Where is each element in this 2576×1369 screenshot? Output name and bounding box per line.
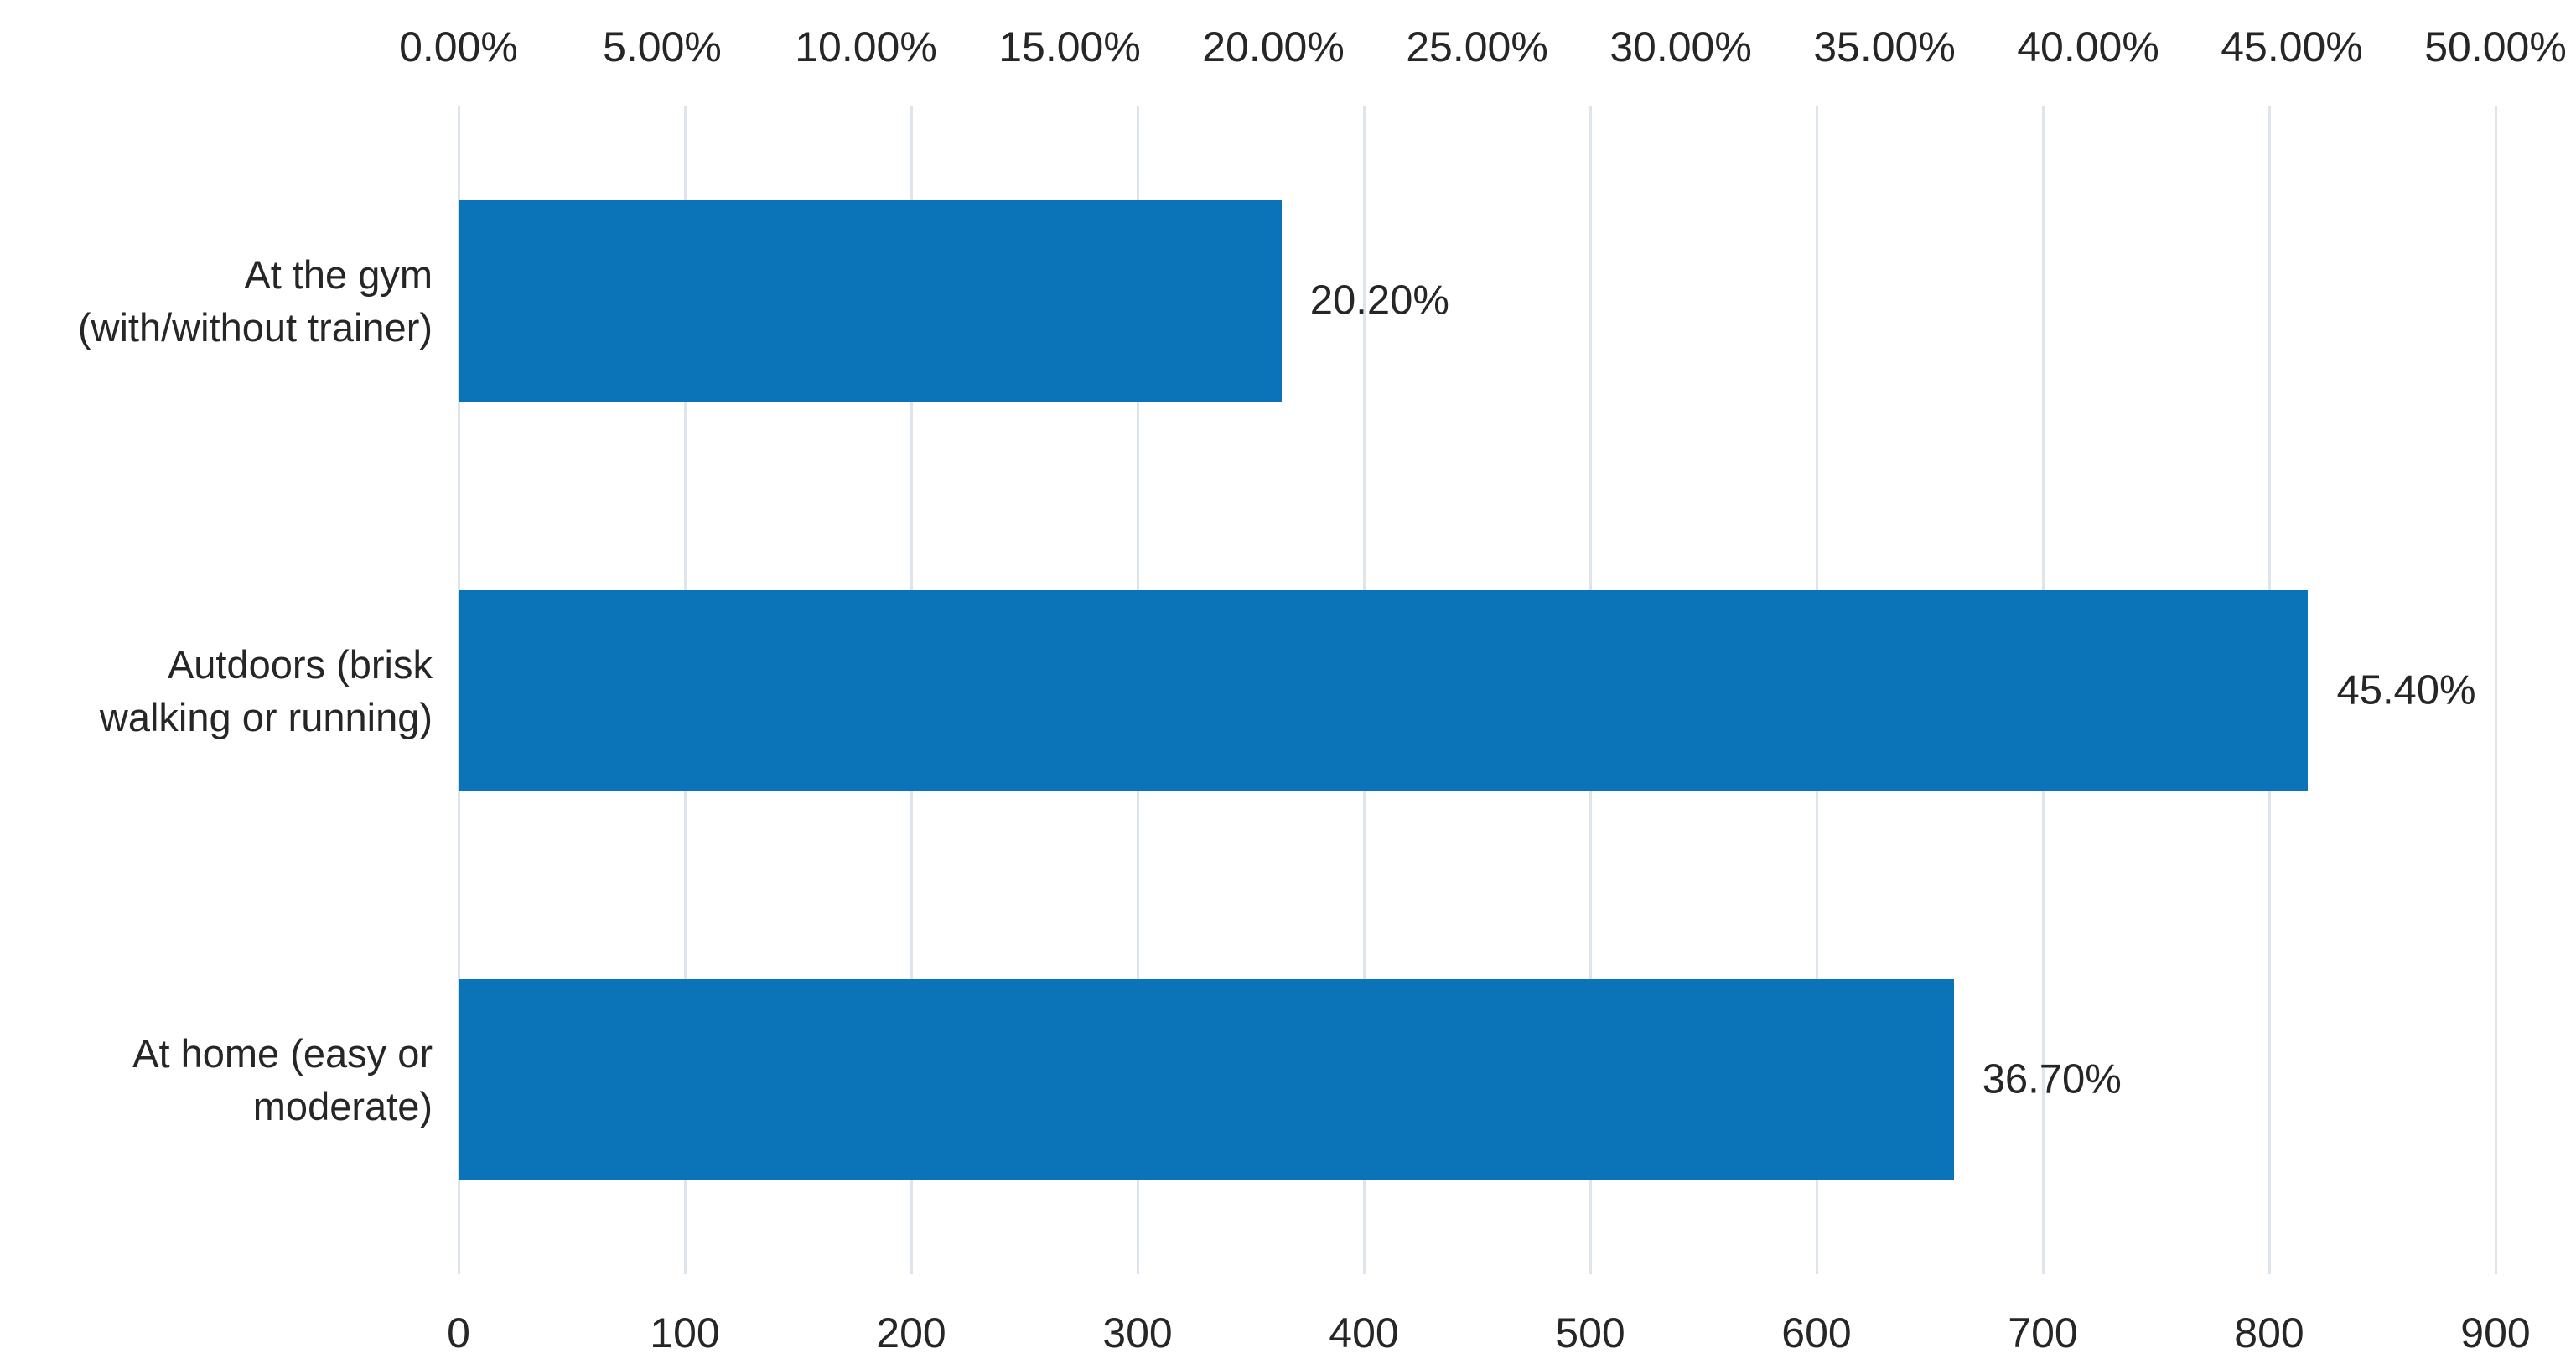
top-axis-tick-label: 10.00% — [795, 23, 937, 70]
top-axis-tick-label: 20.00% — [1202, 23, 1345, 70]
category-label-line: moderate) — [252, 1083, 433, 1128]
bottom-axis-tick-label: 200 — [876, 1309, 946, 1356]
category-label-line: (with/without trainer) — [77, 305, 433, 350]
top-axis-tick-label: 15.00% — [998, 23, 1141, 70]
vertical-gridline — [2494, 106, 2497, 1274]
bottom-axis-tick-label: 0 — [447, 1309, 470, 1356]
category-label-line: At the gym — [244, 252, 433, 298]
top-axis-tick-label: 50.00% — [2424, 23, 2567, 70]
bar-value-label: 36.70% — [1982, 1056, 2122, 1102]
bottom-axis-tick-label: 700 — [2008, 1309, 2078, 1356]
top-axis-tick-label: 45.00% — [2221, 23, 2363, 70]
category-label-line: walking or running) — [99, 694, 433, 739]
bottom-axis-tick-label: 100 — [650, 1309, 720, 1356]
category-label-line: At home (easy or — [132, 1030, 433, 1076]
bottom-axis-tick-label: 400 — [1329, 1309, 1399, 1356]
top-axis-tick-label: 5.00% — [603, 23, 722, 70]
bar-value-label: 20.20% — [1309, 277, 1449, 324]
bottom-axis-tick-label: 500 — [1555, 1309, 1625, 1356]
bar — [459, 978, 1954, 1180]
category-label: Autdoors (brisk walking or running) — [100, 638, 433, 744]
top-axis-tick-label: 40.00% — [2017, 23, 2159, 70]
bottom-axis-tick-label: 300 — [1102, 1309, 1173, 1356]
category-label: At home (easy or moderate) — [132, 1027, 433, 1133]
bottom-axis-tick-label: 800 — [2234, 1309, 2304, 1356]
category-label: At the gym (with/without trainer) — [78, 248, 433, 354]
bar — [459, 589, 2309, 791]
bottom-axis-tick-label: 600 — [1781, 1309, 1852, 1356]
bottom-axis-tick-label: 900 — [2460, 1309, 2531, 1356]
top-axis-tick-label: 0.00% — [399, 23, 518, 70]
top-axis-tick-label: 35.00% — [1813, 23, 1956, 70]
bar — [459, 200, 1282, 402]
top-axis-tick-label: 25.00% — [1406, 23, 1548, 70]
category-label-line: Autdoors (brisk — [167, 641, 433, 687]
bar-value-label: 45.40% — [2336, 667, 2476, 713]
top-axis-tick-label: 30.00% — [1609, 23, 1752, 70]
